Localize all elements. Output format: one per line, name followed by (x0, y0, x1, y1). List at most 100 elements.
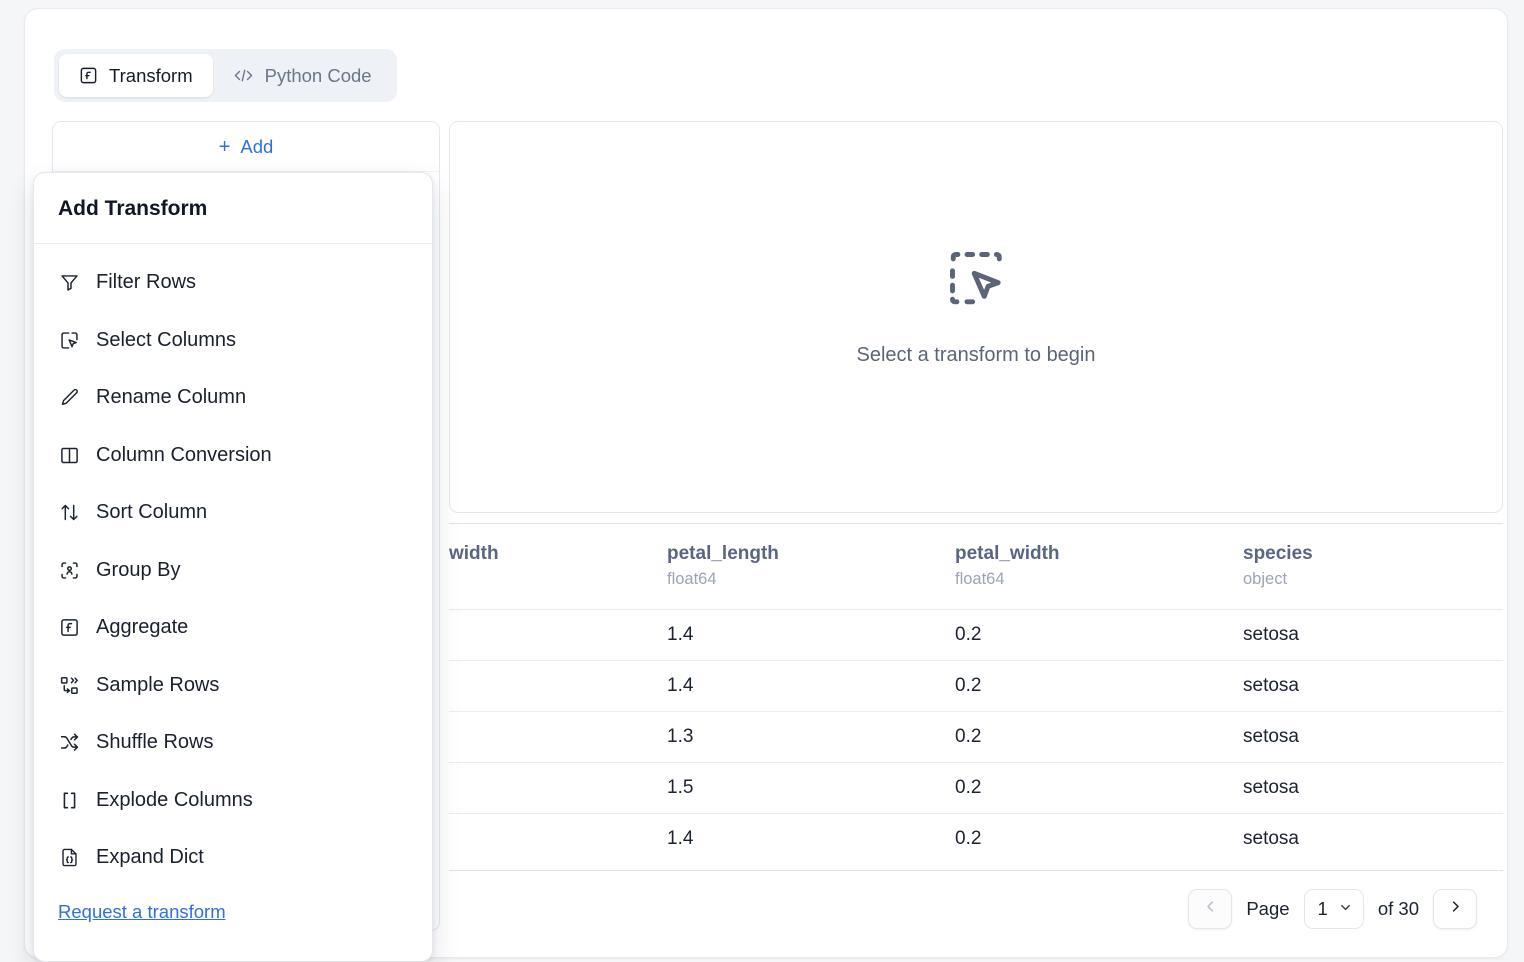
table-header-row: width petal_length float64 petal_width f… (449, 524, 1503, 610)
column-name: petal_length (667, 543, 779, 564)
page-label: Page (1246, 898, 1290, 919)
tab-python-code[interactable]: Python Code (213, 54, 392, 97)
menu-item-sample-rows[interactable]: Sample Rows (34, 657, 432, 715)
menu-item-group-by[interactable]: Group By (34, 542, 432, 600)
square-brackets-icon (58, 789, 80, 811)
add-button-label: Add (240, 135, 274, 157)
menu-item-sort-column[interactable]: Sort Column (34, 484, 432, 542)
menu-item-rename-column[interactable]: Rename Column (34, 369, 432, 427)
page-total-label: of 30 (1377, 898, 1419, 919)
columns-icon (58, 444, 80, 466)
pagination: Page 1 of 30 (1188, 889, 1477, 929)
chevron-right-icon (1448, 899, 1463, 919)
cell-petal-width: 0.2 (955, 762, 1243, 814)
empty-state: Select a transform to begin (450, 247, 1502, 367)
tab-transform[interactable]: Transform (59, 54, 213, 97)
add-transform-button[interactable]: + Add (53, 122, 439, 172)
table-row: 1.5 0.2 setosa (449, 762, 1503, 814)
cell-species: setosa (1243, 609, 1503, 661)
prev-page-button[interactable] (1188, 889, 1233, 929)
tab-transform-label: Transform (109, 64, 193, 86)
transform-config-pane: Select a transform to begin (449, 121, 1503, 513)
page-select[interactable]: 1 (1303, 889, 1364, 929)
table-body: 1.4 0.2 setosa 1.4 0.2 setosa 1.3 0.2 se… (449, 609, 1503, 864)
cell-width (449, 762, 667, 814)
column-dtype: object (1243, 569, 1288, 588)
table-row: 1.4 0.2 setosa (449, 609, 1503, 661)
menu-item-aggregate[interactable]: Aggregate (34, 599, 432, 657)
cell-width (449, 660, 667, 712)
menu-item-expand-dict[interactable]: Expand Dict (34, 829, 432, 887)
pencil-icon (58, 387, 80, 409)
cell-petal-width: 0.2 (955, 660, 1243, 712)
column-header-petal-width[interactable]: petal_width float64 (955, 524, 1243, 610)
dropdown-title: Add Transform (34, 173, 432, 244)
tab-bar: Transform Python Code (54, 49, 397, 102)
select-box-cursor-icon (58, 329, 80, 351)
menu-item-label: Aggregate (96, 616, 189, 639)
menu-item-select-columns[interactable]: Select Columns (34, 312, 432, 370)
function-box-icon (58, 617, 80, 639)
menu-item-label: Shuffle Rows (96, 731, 214, 754)
cell-petal-length: 1.4 (667, 609, 955, 661)
column-header-width[interactable]: width (449, 524, 667, 610)
column-name: width (449, 543, 499, 564)
select-cursor-icon (945, 247, 1007, 314)
menu-item-explode-columns[interactable]: Explode Columns (34, 772, 432, 830)
funnel-icon (58, 272, 80, 294)
menu-item-label: Select Columns (96, 328, 237, 351)
column-dtype: float64 (667, 569, 717, 588)
cell-species: setosa (1243, 660, 1503, 712)
menu-item-label: Rename Column (96, 386, 247, 409)
column-header-petal-length[interactable]: petal_length float64 (667, 524, 955, 610)
cell-width (449, 711, 667, 763)
cell-species: setosa (1243, 711, 1503, 763)
chevron-left-icon (1203, 899, 1218, 919)
chevron-down-icon (1338, 898, 1353, 920)
menu-item-label: Sort Column (96, 501, 208, 524)
menu-item-label: Sample Rows (96, 673, 220, 696)
page-select-value: 1 (1317, 898, 1328, 919)
column-name: petal_width (955, 543, 1060, 564)
sample-rows-icon (58, 674, 80, 696)
cell-width (449, 609, 667, 661)
sort-arrows-icon (58, 502, 80, 524)
tab-python-code-label: Python Code (264, 64, 372, 86)
menu-item-label: Group By (96, 558, 181, 581)
menu-item-label: Column Conversion (96, 443, 272, 466)
menu-item-label: Expand Dict (96, 846, 204, 869)
column-header-species[interactable]: species object (1243, 524, 1503, 610)
cell-species: setosa (1243, 762, 1503, 814)
dropdown-list: Filter Rows Select Columns Rename Column (34, 244, 432, 887)
code-brackets-icon (233, 66, 254, 85)
table-row: 1.4 0.2 setosa (449, 660, 1503, 712)
menu-item-shuffle-rows[interactable]: Shuffle Rows (34, 714, 432, 772)
function-box-icon (79, 66, 98, 85)
column-name: species (1243, 543, 1313, 564)
plus-icon: + (218, 135, 231, 158)
cell-petal-width: 0.2 (955, 711, 1243, 763)
table-row: 1.3 0.2 setosa (449, 711, 1503, 763)
table-row: 1.4 0.2 setosa (449, 813, 1503, 864)
cell-petal-length: 1.4 (667, 827, 694, 849)
column-dtype: float64 (955, 569, 1005, 588)
dropdown-footer: Request a transform (34, 887, 432, 923)
add-transform-dropdown: Add Transform Filter Rows Select Columns (33, 172, 433, 962)
cell-petal-length: 1.3 (667, 711, 955, 763)
cell-width (449, 813, 667, 864)
cell-species: setosa (1243, 827, 1299, 849)
cell-petal-length: 1.4 (667, 660, 955, 712)
group-brackets-icon (58, 559, 80, 581)
menu-item-label: Filter Rows (96, 271, 197, 294)
data-table: width petal_length float64 petal_width f… (449, 523, 1503, 871)
menu-item-column-conversion[interactable]: Column Conversion (34, 427, 432, 485)
shuffle-icon (58, 732, 80, 754)
empty-state-message: Select a transform to begin (856, 344, 1096, 366)
next-page-button[interactable] (1433, 889, 1477, 929)
cell-petal-length: 1.5 (667, 762, 955, 814)
menu-item-filter-rows[interactable]: Filter Rows (34, 254, 432, 312)
request-transform-link[interactable]: Request a transform (58, 900, 226, 922)
cell-petal-width: 0.2 (955, 609, 1243, 661)
file-braces-icon (58, 847, 80, 869)
cell-petal-width: 0.2 (955, 827, 982, 849)
